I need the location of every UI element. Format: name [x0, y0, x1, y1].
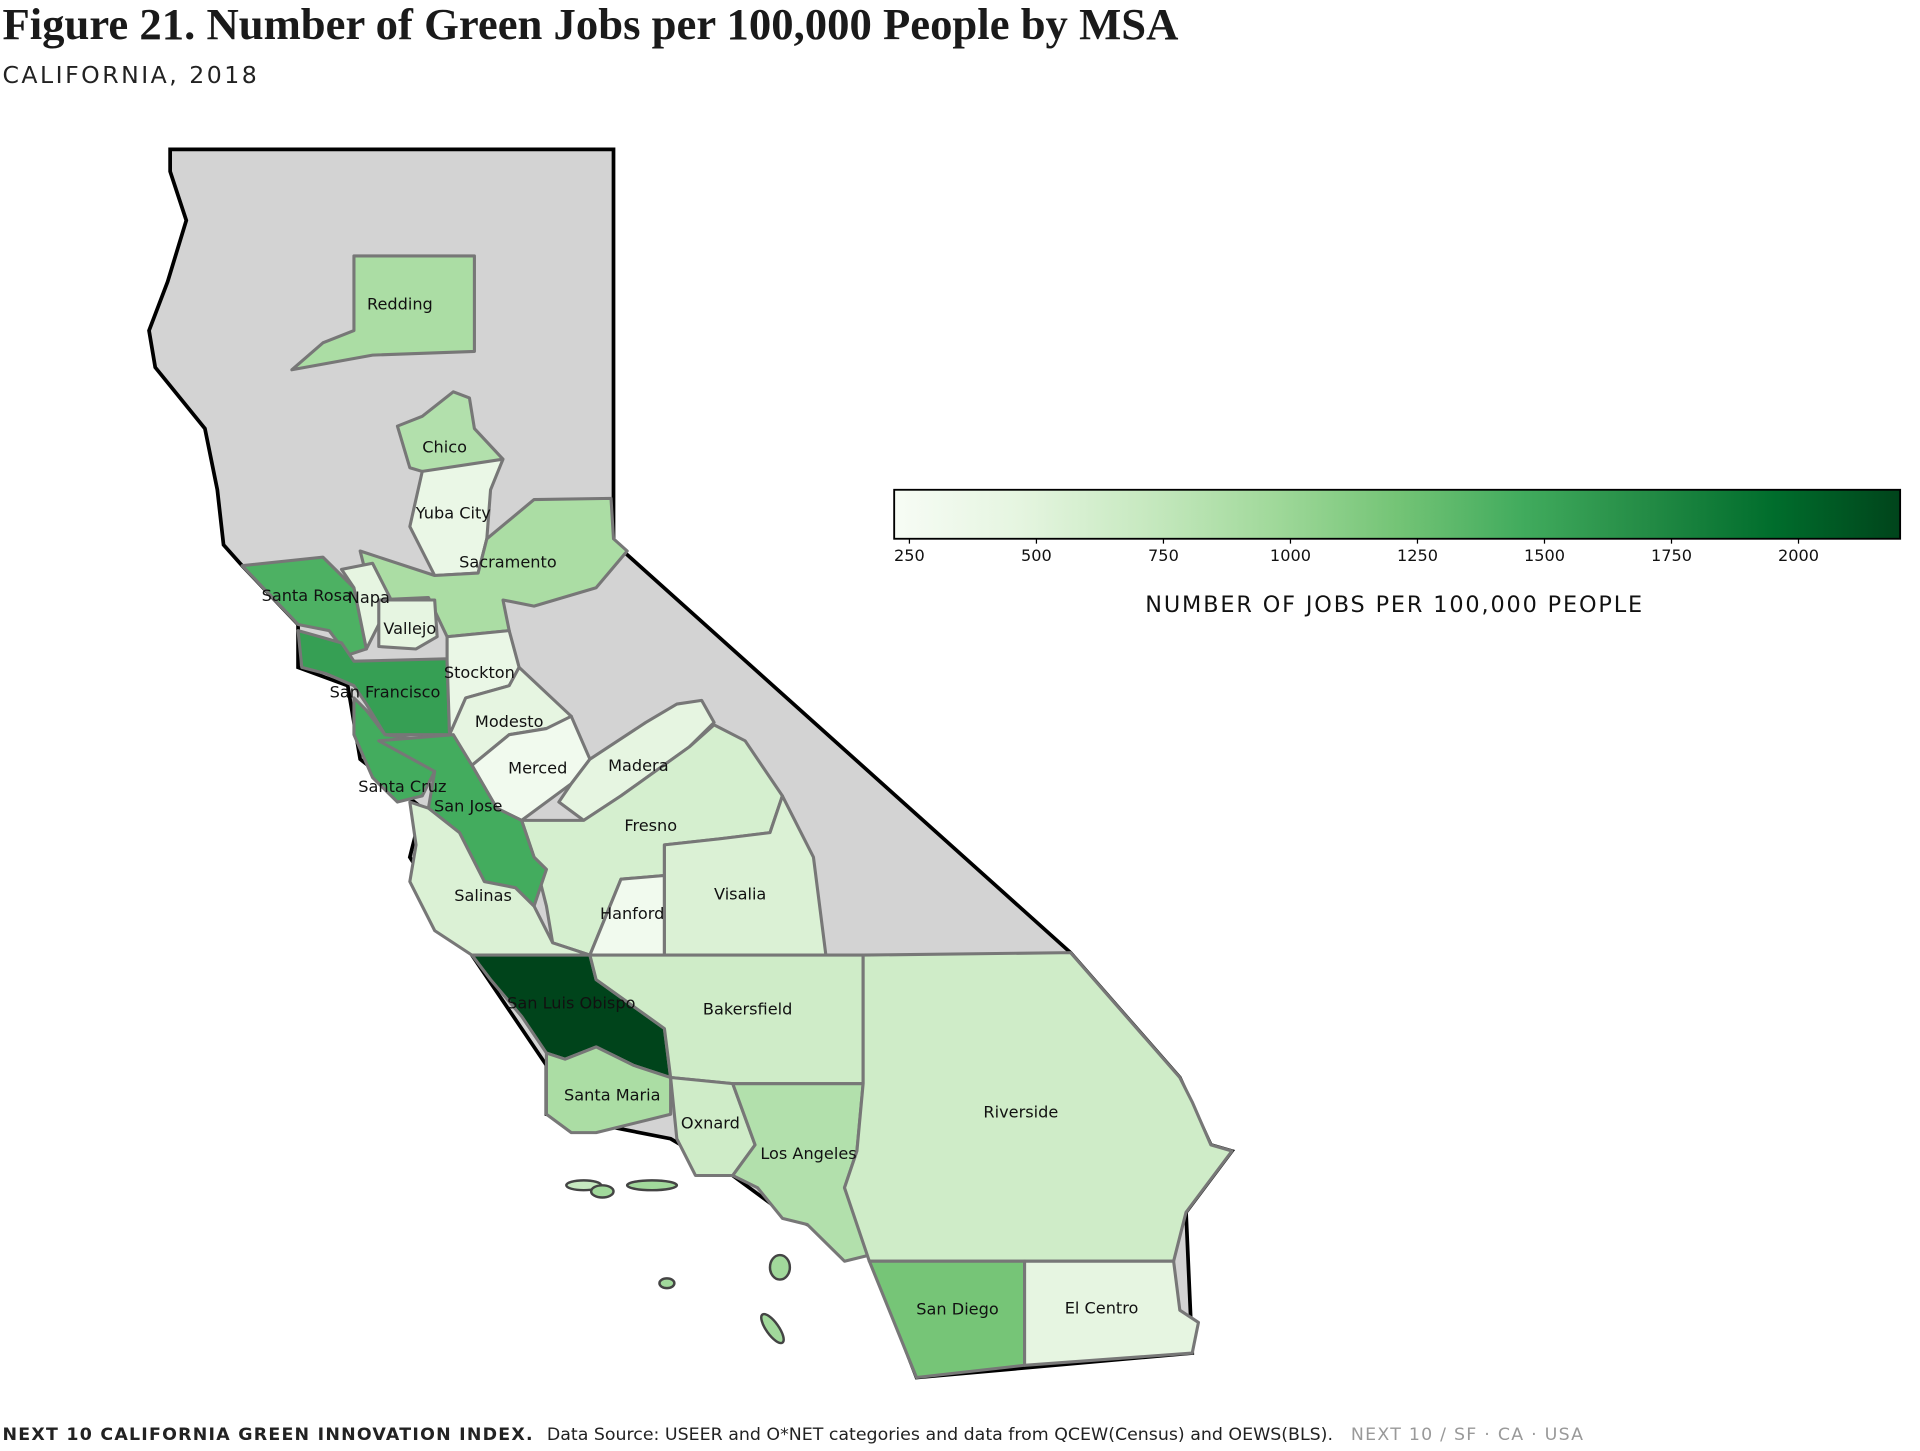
region-label: Visalia	[714, 885, 766, 904]
footer-source: Data Source: USEER and O*NET categories …	[547, 1425, 1333, 1445]
region-label: Yuba City	[415, 504, 491, 523]
msa-region	[867, 1259, 1027, 1380]
region-label: Santa Maria	[564, 1085, 660, 1104]
colorbar-tick-label: 500	[1021, 546, 1052, 565]
region-label: Stockton	[444, 663, 515, 682]
colorbar-tick-label: 1750	[1651, 546, 1692, 565]
msa-region	[358, 496, 629, 639]
region-label: San Jose	[434, 797, 502, 816]
colorbar-tick-label: 1500	[1524, 546, 1565, 565]
msa-region	[240, 555, 368, 657]
islands	[565, 1179, 792, 1345]
msa-region	[377, 598, 439, 651]
footer: NEXT 10 CALIFORNIA GREEN INNOVATION INDE…	[2, 1425, 1584, 1445]
region-label: Riverside	[983, 1103, 1058, 1122]
region-label: Santa Cruz	[358, 777, 446, 796]
title: Figure 21. Number of Green Jobs per 100,…	[2, 0, 1178, 49]
regions: Redding Chico Yuba City Sacramento Santa Ros…	[240, 254, 1234, 1380]
colorbar-tick-label: 1250	[1397, 546, 1438, 565]
msa-region	[395, 390, 505, 486]
region-label: Chico	[422, 438, 467, 457]
msa-region	[842, 951, 1234, 1263]
msa-region	[290, 254, 476, 372]
region-label: San Luis Obispo	[507, 994, 635, 1013]
subtitle: CALIFORNIA, 2018	[2, 61, 259, 89]
region-label: Salinas	[454, 886, 512, 905]
footer-brand: NEXT 10 / SF · CA · USA	[1351, 1425, 1584, 1445]
region-label: San Diego	[916, 1300, 998, 1319]
region-label: Napa	[348, 588, 390, 607]
colorbar-bar	[893, 488, 1902, 540]
region-label: El Centro	[1065, 1299, 1139, 1318]
region-label: Bakersfield	[703, 1000, 792, 1019]
region-label: Merced	[508, 759, 567, 778]
colorbar-tick-label: 750	[1148, 546, 1179, 565]
region-label: Los Angeles	[760, 1144, 856, 1163]
colorbar: 250 500 750 1000 1250 1500 1750 2000	[893, 488, 1902, 565]
region-label: Sacramento	[459, 553, 557, 572]
footer-bold: NEXT 10 CALIFORNIA GREEN INNOVATION INDE…	[2, 1425, 533, 1445]
region-label: Modesto	[475, 712, 544, 731]
colorbar-label: NUMBER OF JOBS PER 100,000 PEOPLE	[1145, 592, 1644, 618]
region-label: Santa Rosa	[262, 586, 352, 605]
region-label: San Francisco	[330, 683, 441, 702]
region-label: Redding	[367, 294, 433, 313]
msa-region	[1023, 1259, 1200, 1367]
colorbar-tick-label: 2000	[1778, 546, 1819, 565]
region-label: Madera	[608, 756, 668, 775]
region-label: Oxnard	[681, 1114, 740, 1133]
region-label: Fresno	[624, 816, 677, 835]
region-label: Hanford	[600, 904, 664, 923]
colorbar-tick-label: 250	[894, 546, 925, 565]
msa-region	[544, 1045, 673, 1135]
region-label: Vallejo	[383, 619, 436, 638]
colorbar-tick-label: 1000	[1270, 546, 1311, 565]
msa-region	[408, 800, 592, 957]
